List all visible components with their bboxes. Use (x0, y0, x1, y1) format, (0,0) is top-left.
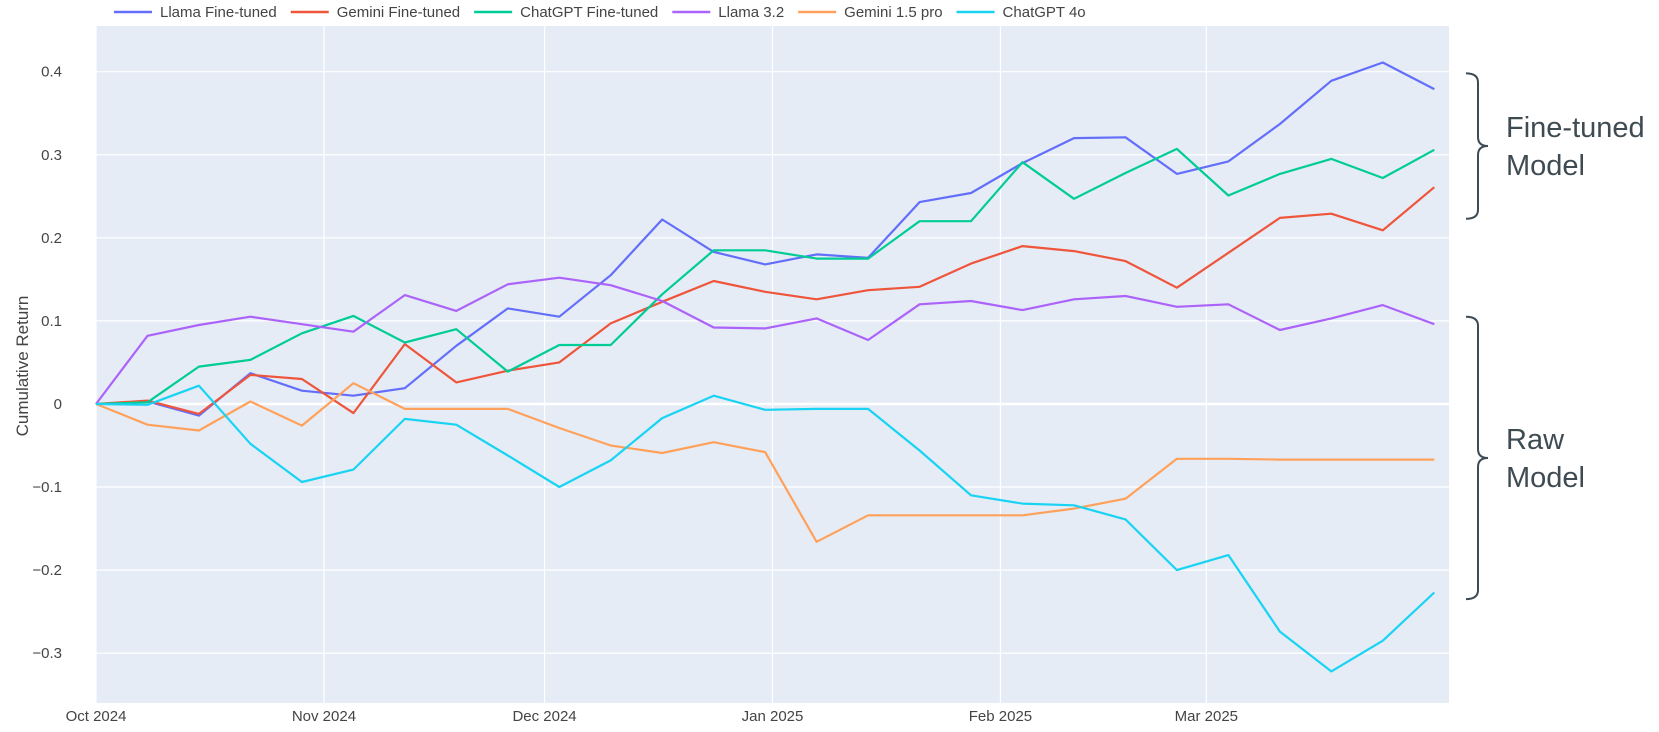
legend: Llama Fine-tuned Gemini Fine-tuned ChatGPT… (114, 4, 1086, 21)
legend-label-3: Llama 3.2 (718, 4, 784, 21)
y-axis-title: Cumulative Return (13, 296, 32, 437)
y-tick-label: −0.1 (32, 479, 62, 496)
annotation-text-1: Raw (1506, 424, 1565, 456)
legend-label-2: ChatGPT Fine-tuned (520, 4, 658, 21)
legend-label-1: Gemini Fine-tuned (337, 4, 460, 21)
y-tick-label: 0.3 (41, 147, 62, 164)
y-tick-label: −0.2 (32, 562, 62, 579)
series-line-4 (95, 382, 1435, 543)
annotation-brace-0 (1465, 72, 1489, 220)
y-tick-label: 0.4 (41, 64, 62, 81)
legend-background (108, 0, 1186, 26)
annotations: Fine-tuned Model Raw Model (1465, 72, 1645, 601)
x-tick-label: Mar 2025 (1175, 708, 1238, 725)
annotation-text-0: Fine-tuned (1506, 112, 1645, 144)
series-line-1 (95, 186, 1436, 415)
legend-label-5: ChatGPT 4o (1003, 4, 1086, 21)
annotation-text-1: Model (1506, 462, 1585, 494)
y-tick-label: 0.2 (41, 230, 62, 247)
y-tick-label: 0.1 (41, 313, 62, 330)
x-tick-label: Dec 2024 (512, 708, 576, 725)
legend-label-0: Llama Fine-tuned (160, 4, 277, 21)
annotation-brace-1 (1465, 315, 1489, 601)
series-line-0 (95, 61, 1435, 417)
x-tick-label: Feb 2025 (969, 708, 1032, 725)
x-axis-ticks: Oct 2024 Nov 2024 Dec 2024 Jan 2025 Feb 2025… (66, 708, 1238, 725)
series-lines (95, 61, 1436, 673)
x-tick-label: Oct 2024 (66, 708, 127, 725)
annotation-text-0: Model (1506, 150, 1585, 182)
series-line-3 (95, 276, 1435, 405)
y-tick-label: 0 (54, 396, 62, 413)
y-tick-label: −0.3 (32, 645, 62, 662)
series-line-5 (95, 384, 1436, 673)
x-tick-label: Jan 2025 (742, 708, 804, 725)
x-tick-label: Nov 2024 (292, 708, 356, 725)
legend-label-4: Gemini 1.5 pro (844, 4, 942, 21)
y-axis-ticks: −0.3 −0.2 −0.1 0 0.1 0.2 0.3 0.4 (32, 64, 62, 662)
